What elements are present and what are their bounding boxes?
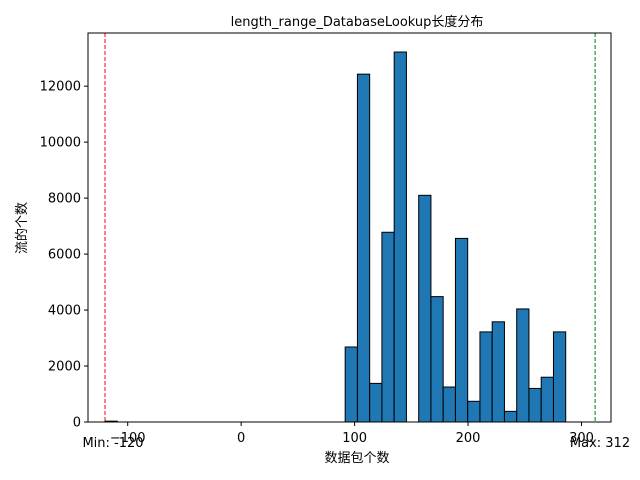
histogram-bar-9 bbox=[454, 237, 469, 423]
y-tick-label: 6000 bbox=[48, 248, 81, 263]
histogram-bar-1 bbox=[344, 346, 358, 423]
y-tick-label: 0 bbox=[73, 416, 81, 431]
y-tick-label: 10000 bbox=[40, 136, 81, 151]
x-tick-label: 100 bbox=[342, 431, 367, 446]
chart-title: length_range_DatabaseLookup长度分布 bbox=[231, 14, 484, 30]
y-tick-label: 8000 bbox=[48, 192, 81, 207]
max-value-label: Max: 312 bbox=[570, 436, 630, 451]
histogram-bar-13 bbox=[503, 410, 518, 423]
y-tick-label: 12000 bbox=[40, 80, 81, 95]
histogram-bar-17 bbox=[552, 331, 567, 423]
x-tick-label: 0 bbox=[237, 431, 245, 446]
histogram-bar-4 bbox=[381, 231, 395, 423]
y-tick-label: 2000 bbox=[48, 360, 81, 375]
x-tick-label: 300 bbox=[569, 431, 594, 446]
x-axis-label: 数据包个数 bbox=[324, 451, 389, 466]
histogram-bar-10 bbox=[467, 400, 481, 423]
histogram-bar-11 bbox=[479, 331, 493, 423]
histogram-bar-2 bbox=[356, 73, 371, 423]
x-tick-label: −100 bbox=[110, 431, 146, 446]
histogram-bar-7 bbox=[430, 296, 444, 423]
histogram-bar-14 bbox=[516, 308, 530, 423]
histogram-bar-8 bbox=[442, 386, 456, 423]
histogram-bar-15 bbox=[528, 387, 542, 423]
histogram-bar-6 bbox=[418, 194, 432, 423]
y-ticks-layer: 0 2000 4000 6000 8000 10000 12000 bbox=[40, 80, 88, 431]
histogram-bar-3 bbox=[369, 382, 383, 423]
bars-layer bbox=[104, 51, 567, 423]
y-axis-label: 流的个数 bbox=[14, 202, 30, 254]
x-tick-label: 200 bbox=[456, 431, 481, 446]
min-value-label: Min: -120 bbox=[82, 436, 143, 451]
y-tick-label: 4000 bbox=[48, 304, 81, 319]
histogram-bar-5 bbox=[393, 51, 407, 423]
histogram-bar-12 bbox=[491, 321, 505, 423]
histogram-bar-16 bbox=[540, 376, 554, 423]
x-ticks-layer: −100 0 100 200 300 bbox=[110, 422, 594, 446]
reference-lines-layer bbox=[104, 33, 596, 422]
plot-frame bbox=[87, 32, 612, 423]
